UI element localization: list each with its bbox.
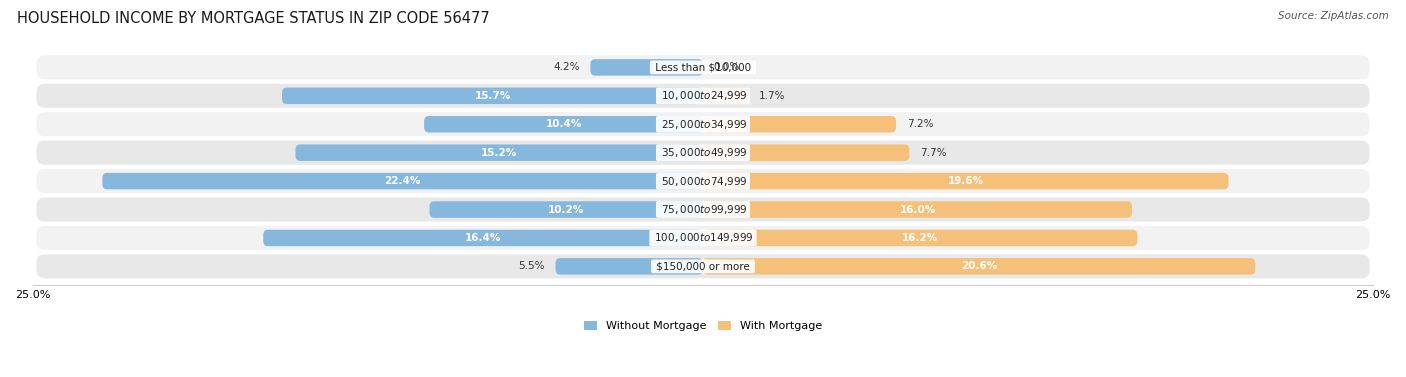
FancyBboxPatch shape [703,87,748,104]
Text: Less than $10,000: Less than $10,000 [652,63,754,72]
Text: 20.6%: 20.6% [962,261,997,271]
Text: HOUSEHOLD INCOME BY MORTGAGE STATUS IN ZIP CODE 56477: HOUSEHOLD INCOME BY MORTGAGE STATUS IN Z… [17,11,489,26]
Text: 22.4%: 22.4% [384,176,420,186]
Text: $10,000 to $24,999: $10,000 to $24,999 [658,89,748,102]
Text: 16.4%: 16.4% [465,233,502,243]
FancyBboxPatch shape [295,144,703,161]
Text: 10.2%: 10.2% [548,204,585,215]
Text: 16.0%: 16.0% [900,204,935,215]
Text: $50,000 to $74,999: $50,000 to $74,999 [658,175,748,188]
Text: $25,000 to $34,999: $25,000 to $34,999 [658,118,748,131]
FancyBboxPatch shape [35,196,1371,222]
Text: 1.7%: 1.7% [759,91,786,101]
FancyBboxPatch shape [703,116,896,132]
FancyBboxPatch shape [35,225,1371,251]
FancyBboxPatch shape [703,258,1256,274]
Text: $100,000 to $149,999: $100,000 to $149,999 [651,231,755,244]
FancyBboxPatch shape [35,54,1371,80]
FancyBboxPatch shape [555,258,703,274]
FancyBboxPatch shape [703,144,910,161]
Text: 0.0%: 0.0% [714,63,740,72]
FancyBboxPatch shape [263,230,703,246]
Text: $150,000 or more: $150,000 or more [652,261,754,271]
Text: $75,000 to $99,999: $75,000 to $99,999 [658,203,748,216]
FancyBboxPatch shape [35,168,1371,194]
Text: 4.2%: 4.2% [553,63,579,72]
FancyBboxPatch shape [429,201,703,218]
Text: 7.7%: 7.7% [920,148,946,158]
Text: 19.6%: 19.6% [948,176,984,186]
FancyBboxPatch shape [35,253,1371,279]
FancyBboxPatch shape [425,116,703,132]
FancyBboxPatch shape [35,83,1371,109]
Text: 16.2%: 16.2% [903,233,938,243]
FancyBboxPatch shape [103,173,703,189]
Text: 10.4%: 10.4% [546,119,582,129]
FancyBboxPatch shape [591,59,703,76]
Text: Source: ZipAtlas.com: Source: ZipAtlas.com [1278,11,1389,21]
Text: 5.5%: 5.5% [519,261,544,271]
Legend: Without Mortgage, With Mortgage: Without Mortgage, With Mortgage [583,321,823,331]
FancyBboxPatch shape [703,173,1229,189]
Text: 15.7%: 15.7% [474,91,510,101]
FancyBboxPatch shape [35,111,1371,137]
FancyBboxPatch shape [703,201,1132,218]
FancyBboxPatch shape [35,139,1371,166]
Text: $35,000 to $49,999: $35,000 to $49,999 [658,146,748,159]
Text: 15.2%: 15.2% [481,148,517,158]
Text: 7.2%: 7.2% [907,119,934,129]
FancyBboxPatch shape [703,230,1137,246]
FancyBboxPatch shape [283,87,703,104]
